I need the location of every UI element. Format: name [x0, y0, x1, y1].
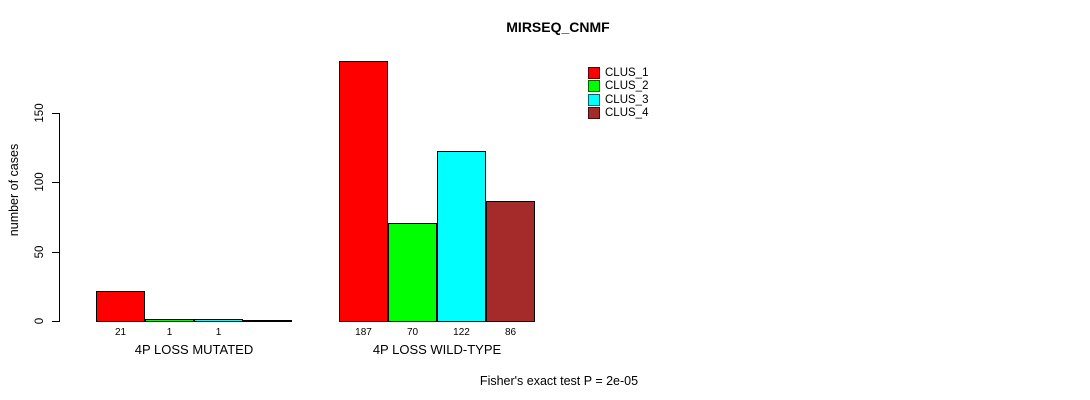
legend-item: CLUS_3 — [588, 93, 649, 106]
legend: CLUS_1 CLUS_2 CLUS_3 CLUS_4 — [588, 67, 649, 120]
legend-item: CLUS_4 — [588, 107, 649, 120]
bar-clus_2 — [145, 319, 194, 322]
y-axis-tick — [52, 182, 59, 183]
bar-clus_1 — [96, 291, 145, 322]
legend-swatch-clus_1 — [588, 67, 600, 79]
bar-value-label: 86 — [504, 327, 517, 338]
y-axis-line — [59, 113, 60, 322]
bar-value-label: 187 — [355, 327, 372, 338]
x-group-label: 4P LOSS WILD-TYPE — [372, 342, 502, 357]
bar-value-label: 21 — [114, 327, 127, 338]
legend-label: CLUS_2 — [605, 80, 649, 93]
bar-clus_1 — [339, 61, 388, 322]
legend-label: CLUS_1 — [605, 67, 649, 79]
legend-swatch-clus_4 — [588, 107, 600, 120]
legend-label: CLUS_4 — [605, 107, 649, 120]
y-axis-tick — [52, 321, 59, 322]
bar-clus_2 — [388, 223, 437, 322]
y-axis-tick — [52, 252, 59, 253]
y-axis-tick — [52, 113, 59, 114]
legend-label: CLUS_3 — [605, 93, 649, 106]
legend-item: CLUS_2 — [588, 80, 649, 93]
legend-swatch-clus_3 — [588, 93, 600, 106]
chart-title: MIRSEQ_CNMF — [506, 19, 610, 35]
y-axis-title: number of cases — [7, 143, 21, 237]
annotation-text: Fisher's exact test P = 2e-05 — [479, 374, 639, 388]
y-axis-tick-label: 50 — [34, 245, 46, 259]
bar-clus_4 — [243, 320, 292, 322]
legend-swatch-clus_2 — [588, 80, 600, 93]
y-axis-tick-label: 0 — [34, 317, 46, 325]
bar-clus_4 — [486, 201, 535, 322]
bar-clus_3 — [437, 151, 486, 322]
bar-value-label: 1 — [166, 327, 173, 338]
bar-clus_3 — [194, 319, 243, 322]
bar-value-label: 1 — [215, 327, 222, 338]
legend-item: CLUS_1 — [588, 67, 648, 79]
bar-value-label: 70 — [406, 327, 419, 338]
y-axis-tick-label: 150 — [34, 103, 46, 123]
x-group-label: 4P LOSS MUTATED — [134, 342, 254, 357]
bar-value-label: 122 — [453, 327, 470, 338]
y-axis-tick-label: 100 — [34, 172, 46, 192]
